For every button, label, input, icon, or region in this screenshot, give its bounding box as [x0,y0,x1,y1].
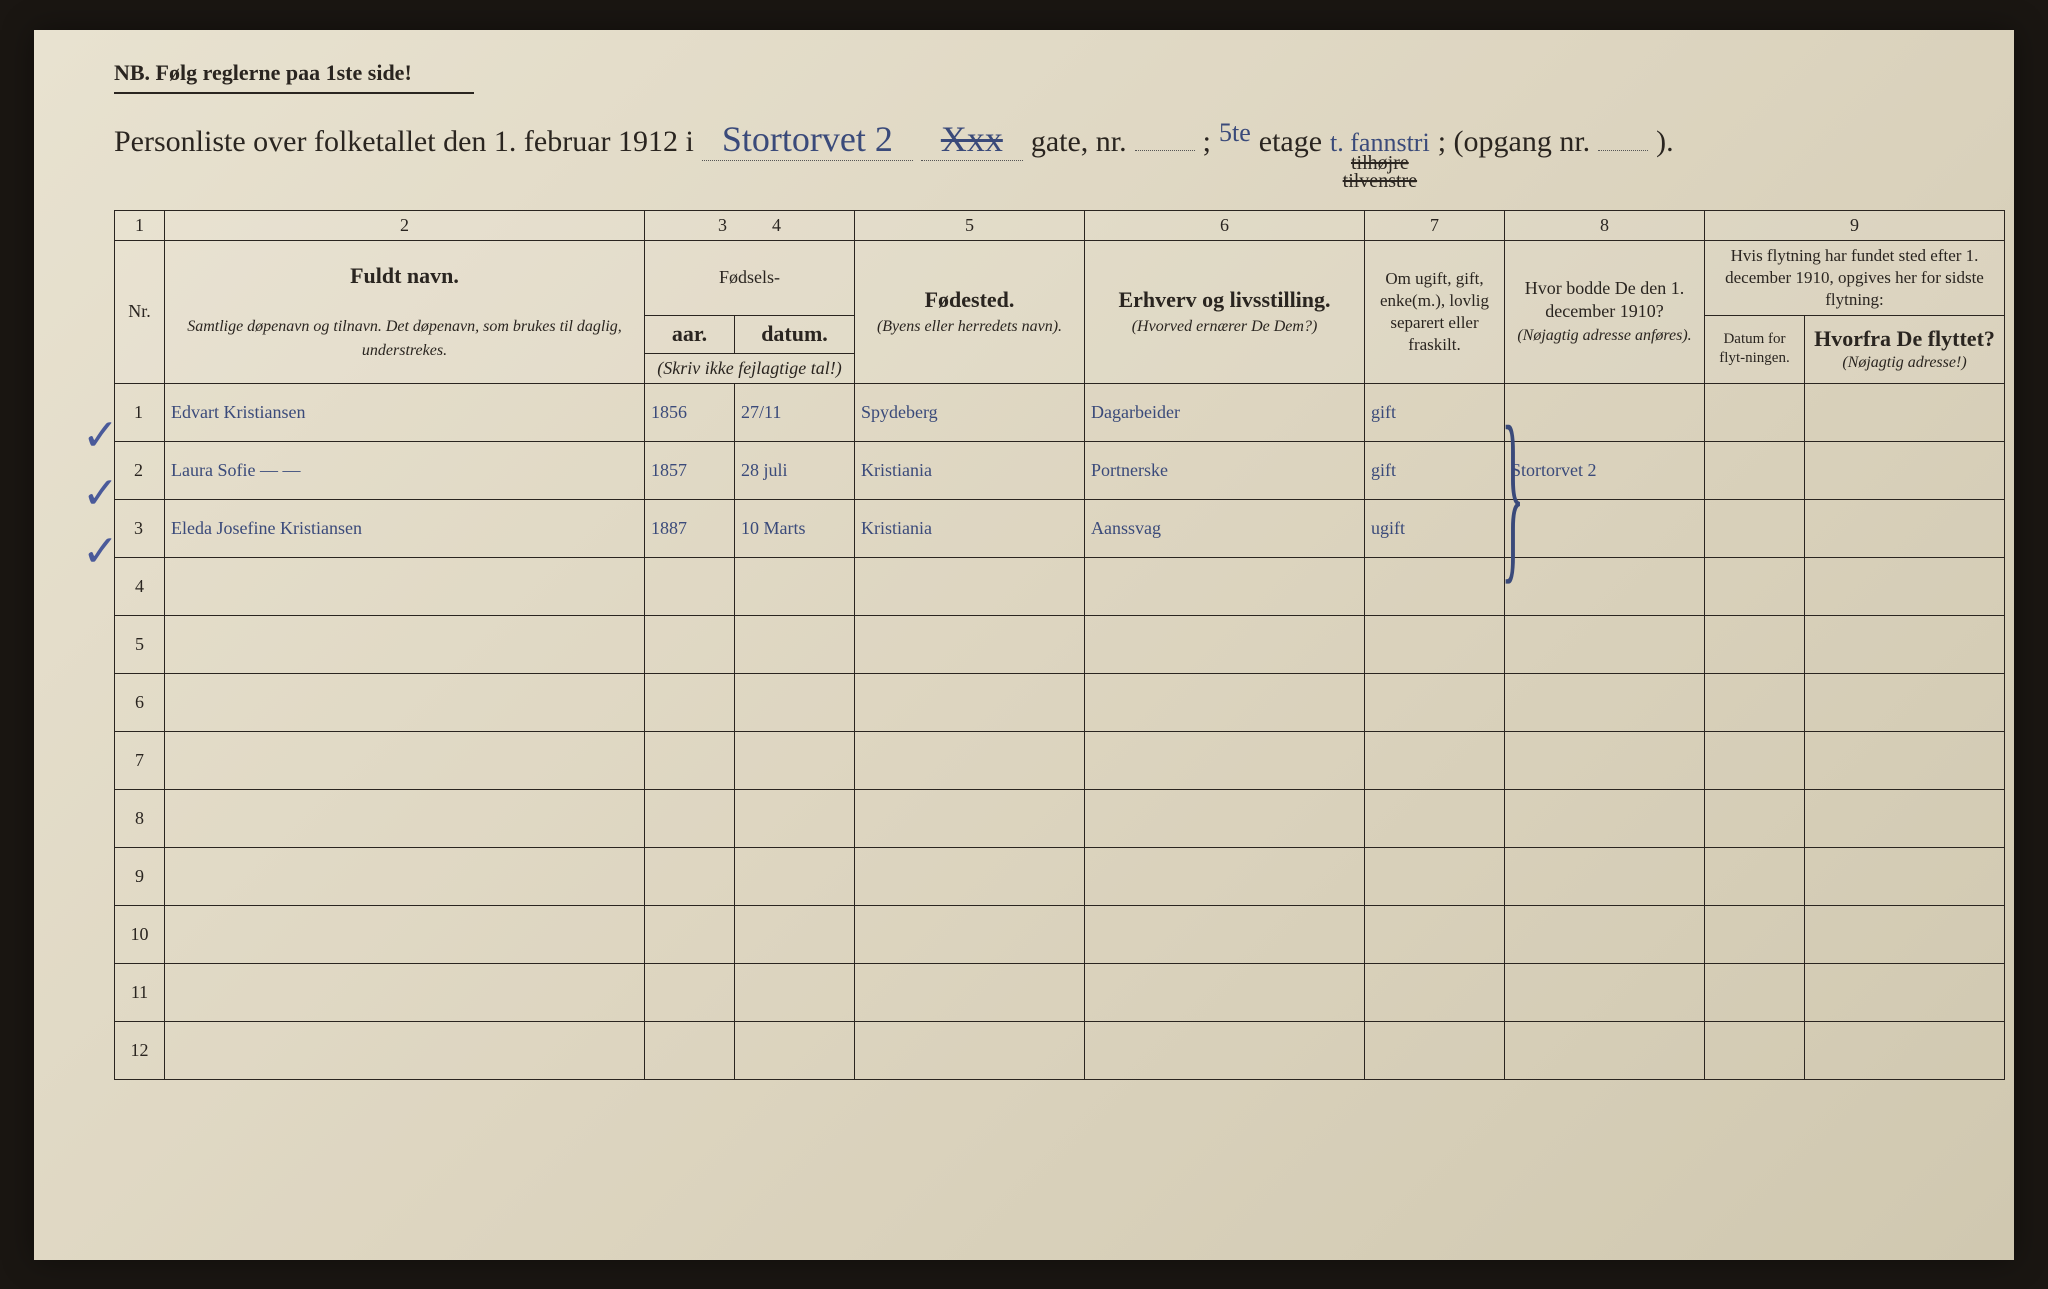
cell-nr: 11 [115,963,165,1021]
cell-sted: Kristiania [855,499,1085,557]
side-struck-2: tilvenstre [1343,172,1417,190]
colnum-1: 1 [115,210,165,240]
cell-datum: 10 Marts [735,499,855,557]
checkmark-2: ✓ [82,468,119,519]
cell-nr: 7 [115,731,165,789]
colnum-6: 6 [1085,210,1365,240]
cell-bodde: Stortorvet 2 [1505,441,1705,499]
hdr-aar: aar. [645,316,735,354]
colnum-8: 8 [1505,210,1705,240]
gate-label: gate, nr. [1031,125,1127,159]
nb-instruction: NB. Følg reglerne paa 1ste side! [114,60,474,94]
table-row: 10 [115,905,2005,963]
cell-sted: Spydeberg [855,383,1085,441]
cell-nr: 2 [115,441,165,499]
hdr-flyt-hvorfra: Hvorfra De flyttet? (Nøjagtig adresse!) [1805,316,2005,384]
hdr-navn: Fuldt navn. Samtlige døpenavn og tilnavn… [165,240,645,383]
hdr-erhverv: Erhverv og livsstilling. (Hvorved ernære… [1085,240,1365,383]
table-row: 1Edvart Kristiansen185627/11SpydebergDag… [115,383,2005,441]
cell-nr: 4 [115,557,165,615]
table-header: 1 2 3 4 5 6 7 8 9 Nr. Fuldt navn. Samtli… [115,210,2005,383]
side-handwritten: t. fannstri [1330,131,1430,154]
table-row: 12 [115,1021,2005,1079]
semicolon: ; [1203,125,1211,159]
census-form-page: NB. Følg reglerne paa 1ste side! Personl… [34,30,2014,1260]
hdr-aar-sub: (Skriv ikke fejlagtige tal!) [645,353,855,383]
street-handwritten: Stortorvet 2 [702,118,913,161]
cell-nr: 1 [115,383,165,441]
cell-flyt-h [1805,441,2005,499]
cell-aar: 1887 [645,499,735,557]
cell-flyt-h [1805,499,2005,557]
cell-status: ugift [1365,499,1505,557]
cell-nr: 8 [115,789,165,847]
cell-status: gift [1365,441,1505,499]
cell-flyt-h [1805,383,2005,441]
opgang-label: ; (opgang nr. [1438,125,1590,159]
cell-flyt-d [1705,499,1805,557]
cell-navn: Edvart Kristiansen [165,383,645,441]
colnum-9: 9 [1705,210,2005,240]
struck-text: Xxx [921,118,1023,161]
cell-datum: 28 juli [735,441,855,499]
cell-navn: Eleda Josefine Kristiansen [165,499,645,557]
cell-nr: 10 [115,905,165,963]
opgang-blank [1598,150,1648,151]
table-row: 7 [115,731,2005,789]
table-row: 6 [115,673,2005,731]
hdr-datum: datum. [735,316,855,354]
cell-flyt-d [1705,383,1805,441]
colnum-34: 3 4 [645,210,855,240]
title-prefix: Personliste over folketallet den 1. febr… [114,125,694,159]
cell-flyt-d [1705,441,1805,499]
cell-aar: 1857 [645,441,735,499]
gate-nr-blank [1135,150,1195,151]
colnum-7: 7 [1365,210,1505,240]
cell-nr: 3 [115,499,165,557]
cell-erhverv: Dagarbeider [1085,383,1365,441]
census-table: 1 2 3 4 5 6 7 8 9 Nr. Fuldt navn. Samtli… [114,210,2005,1080]
table-row: 9 [115,847,2005,905]
etage-label: etage [1259,125,1322,159]
table-row: 5 [115,615,2005,673]
table-row: 4 [115,557,2005,615]
cell-erhverv: Portnerske [1085,441,1365,499]
cell-erhverv: Aanssvag [1085,499,1365,557]
hdr-flyt-datum: Datum for flyt-ningen. [1705,316,1805,384]
checkmark-3: ✓ [82,526,119,577]
hdr-fodested: Fødested. (Byens eller herredets navn). [855,240,1085,383]
cell-bodde [1505,383,1705,441]
hdr-fodsels: Fødsels- [645,240,855,315]
hdr-flyt: Hvis flytning har fundet sted efter 1. d… [1705,240,2005,315]
cell-datum: 27/11 [735,383,855,441]
hdr-status: Om ugift, gift, enke(m.), lovlig separer… [1365,240,1505,383]
brace-icon: } [1501,436,1524,551]
table-row: 3Eleda Josefine Kristiansen188710 MartsK… [115,499,2005,557]
hdr-bodde: Hvor bodde De den 1. december 1910? (Nøj… [1505,240,1705,383]
closing-paren: ). [1656,125,1674,159]
table-row: 8 [115,789,2005,847]
cell-status: gift [1365,383,1505,441]
table-body: 1Edvart Kristiansen185627/11SpydebergDag… [115,383,2005,1079]
cell-nr: 12 [115,1021,165,1079]
table-row: 2Laura Sofie — —185728 juliKristianiaPor… [115,441,2005,499]
table-row: 11 [115,963,2005,1021]
cell-aar: 1856 [645,383,735,441]
colnum-5: 5 [855,210,1085,240]
form-title-line: Personliste over folketallet den 1. febr… [114,118,1954,190]
cell-nr: 5 [115,615,165,673]
cell-nr: 9 [115,847,165,905]
cell-bodde [1505,499,1705,557]
cell-sted: Kristiania [855,441,1085,499]
checkmark-1: ✓ [82,410,119,461]
colnum-2: 2 [165,210,645,240]
cell-navn: Laura Sofie — — [165,441,645,499]
hdr-nr: Nr. [115,240,165,383]
cell-nr: 6 [115,673,165,731]
floor-handwritten: 5te [1219,118,1251,148]
